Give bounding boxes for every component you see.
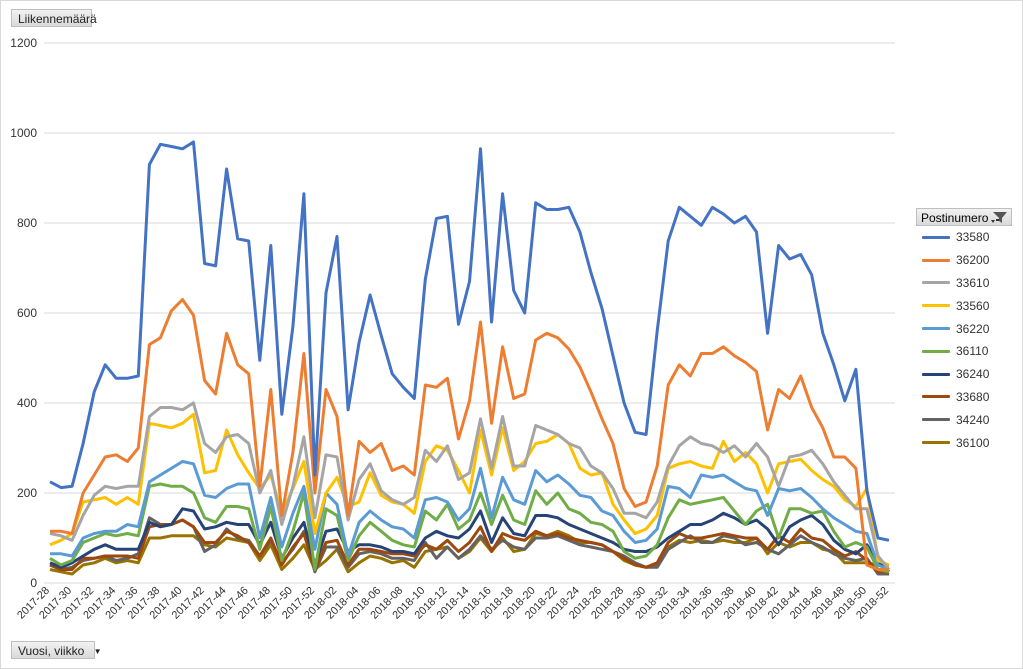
legend-item-36220[interactable]: 36220: [916, 317, 1012, 340]
legend-field-button[interactable]: Postinumero: [916, 208, 1012, 226]
y-tick-label: 400: [17, 396, 37, 410]
legend-item-36110[interactable]: 36110: [916, 340, 1012, 363]
series-lines: [49, 140, 891, 576]
series-line-33560: [49, 412, 890, 567]
legend-item-36100[interactable]: 36100: [916, 431, 1012, 454]
series-line-36200: [50, 298, 889, 571]
legend-swatch: [922, 304, 950, 308]
legend-label: 36200: [956, 253, 990, 268]
legend-item-33610[interactable]: 33610: [916, 272, 1012, 295]
legend-item-33580[interactable]: 33580: [916, 226, 1012, 249]
legend-items: 33580 36200 33610 33560 36220 36110 36240 33680…: [916, 226, 1012, 454]
legend: Postinumero 33580 36200 33610 33560 36220 361…: [916, 208, 1012, 454]
legend-swatch: [922, 372, 950, 376]
series-line-36240: [49, 507, 890, 573]
legend-label: 33680: [956, 389, 990, 404]
series-line-36110: [49, 482, 890, 574]
y-tick-label: 200: [17, 486, 37, 500]
legend-label: 33560: [956, 298, 990, 313]
legend-swatch: [922, 418, 950, 422]
series-line-33610: [49, 401, 891, 571]
legend-item-36240[interactable]: 36240: [916, 363, 1012, 386]
legend-swatch: [922, 395, 950, 399]
series-line-33680: [49, 518, 889, 574]
filter-icon[interactable]: [991, 210, 1009, 224]
y-tick-label: 0: [30, 576, 37, 590]
legend-label: 36220: [956, 321, 990, 336]
y-tick-label: 1000: [10, 126, 37, 140]
legend-swatch: [922, 281, 950, 285]
legend-item-33560[interactable]: 33560: [916, 294, 1012, 317]
y-tick-label: 800: [17, 216, 37, 230]
legend-label: 33580: [956, 230, 990, 245]
series-line-36100: [49, 529, 889, 576]
x-axis-tick-labels: 2017-282017-302017-322017-342017-362017-…: [15, 585, 891, 622]
legend-item-34240[interactable]: 34240: [916, 408, 1012, 431]
axis-field-label: Vuosi, viikko: [18, 644, 85, 658]
legend-label: 33610: [956, 275, 990, 290]
legend-label: 36240: [956, 367, 990, 382]
dropdown-arrow-icon[interactable]: ▼: [93, 646, 102, 656]
y-tick-label: 600: [17, 306, 37, 320]
y-axis-tick-labels: 0 200 400 600 800 1000 1200: [10, 36, 37, 590]
legend-label: 36110: [956, 344, 989, 359]
legend-label: 34240: [956, 412, 990, 427]
y-tick-label: 1200: [10, 36, 37, 50]
legend-swatch: [922, 235, 950, 239]
legend-title: Postinumero: [921, 211, 989, 225]
legend-swatch: [922, 441, 950, 445]
legend-item-36200[interactable]: 36200: [916, 249, 1012, 272]
legend-swatch: [922, 258, 950, 262]
legend-swatch: [922, 327, 950, 331]
legend-label: 36100: [956, 435, 990, 450]
axis-field-button[interactable]: Vuosi, viikko ▼: [11, 641, 102, 659]
legend-swatch: [922, 349, 950, 353]
measure-field-button[interactable]: Liikennemäärä: [11, 9, 97, 27]
series-line-33580: [49, 140, 890, 542]
measure-field-label: Liikennemäärä: [18, 12, 97, 26]
series-line-36220: [50, 460, 890, 571]
legend-item-33680[interactable]: 33680: [916, 386, 1012, 409]
gridlines: [44, 42, 895, 584]
